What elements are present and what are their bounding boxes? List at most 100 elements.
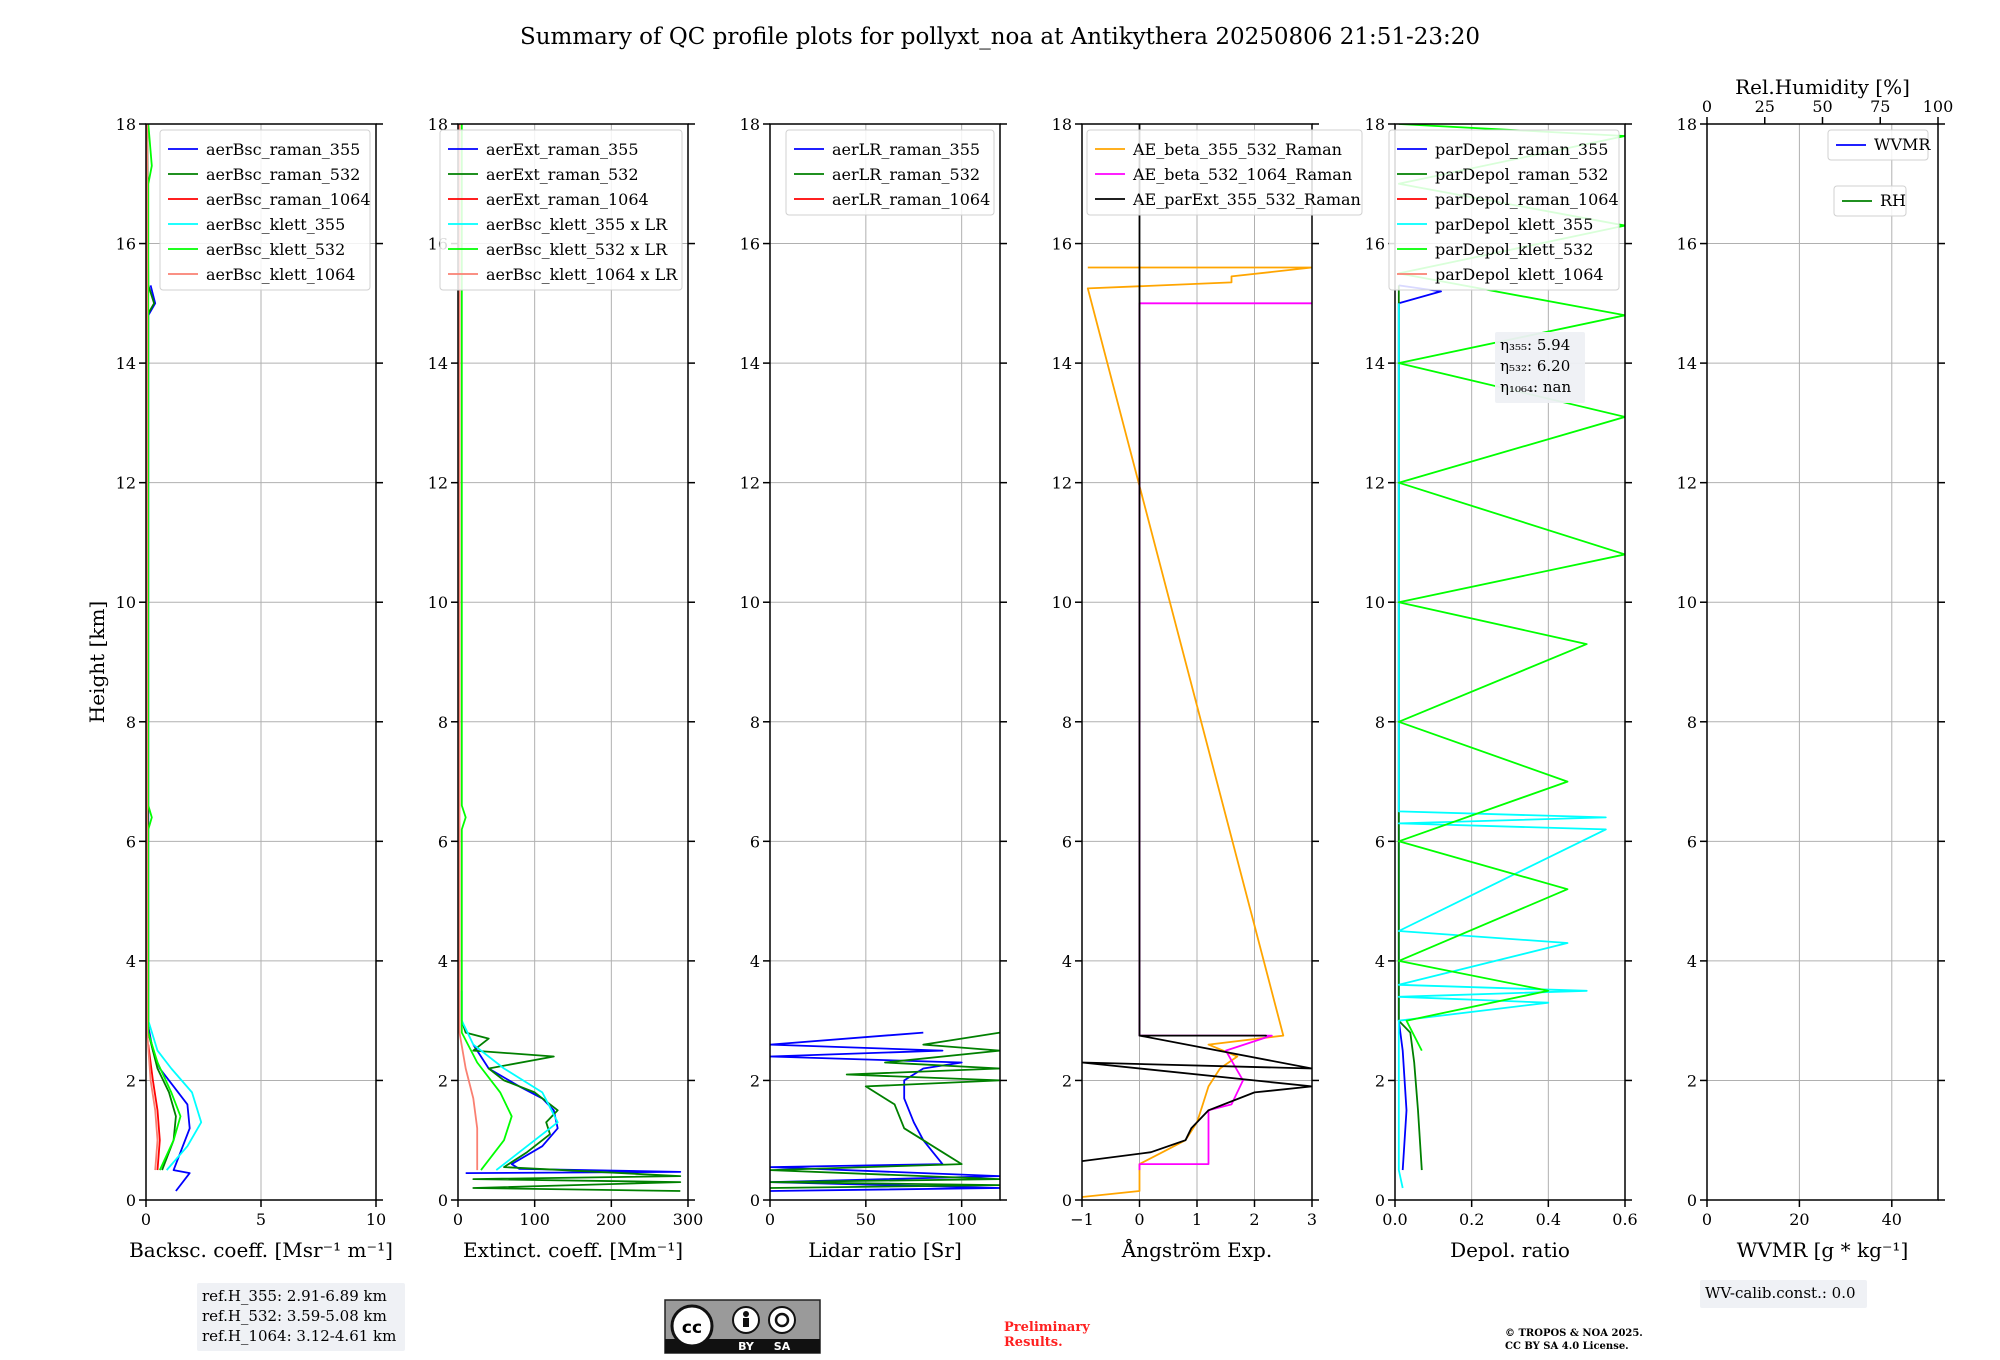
legend-entry: RH [1880,191,1906,210]
annotation-text: ref.H_355: 2.91-6.89 km [202,1287,387,1305]
annotation-box [197,1283,405,1351]
y-tick-label: 12 [428,474,448,493]
x-tick-label: −1 [1070,1210,1094,1229]
legend-entry: aerExt_raman_532 [486,165,639,184]
series-line-parDepol_raman_355 [1397,284,1442,1171]
x-axis-label: Extinct. coeff. [Mm⁻¹] [463,1238,683,1262]
y-tick-label: 12 [1677,474,1697,493]
cc-license-badge: cc BY SA [664,1299,821,1354]
y-tick-label: 10 [116,593,136,612]
x-tick-label: 2 [1249,1210,1259,1229]
y-tick-label: 6 [126,832,136,851]
copyright-line2: CC BY SA 4.0 License. [1505,1341,1629,1352]
top-x-tick-label: 100 [1923,97,1954,116]
y-tick-label: 8 [1687,713,1697,732]
x-tick-label: 0 [1134,1210,1144,1229]
y-tick-label: 0 [1687,1191,1697,1210]
x-axis-label: WVMR [g * kg⁻¹] [1737,1238,1909,1262]
legend-entry: aerLR_raman_532 [832,165,980,184]
y-tick-label: 2 [1375,1071,1385,1090]
legend-entry: aerExt_raman_355 [486,140,639,159]
annotation-text: ref.H_532: 3.59-5.08 km [202,1307,387,1325]
y-tick-label: 18 [428,115,448,134]
legend-entry: aerBsc_klett_355 [206,215,345,234]
cc-sa-label: SA [774,1340,791,1353]
y-tick-label: 18 [1677,115,1697,134]
legend-entry: aerExt_raman_1064 [486,190,649,209]
y-tick-label: 8 [1062,713,1072,732]
y-tick-label: 12 [1365,474,1385,493]
annotation-text: η₁₀₆₄: nan [1500,378,1571,396]
y-tick-label: 4 [750,952,760,971]
x-tick-label: 100 [519,1210,550,1229]
y-tick-label: 4 [1375,952,1385,971]
x-tick-label: 1 [1192,1210,1202,1229]
y-axis-label: Height [km] [85,601,109,723]
annotation-box [1495,332,1585,403]
series-line-aerBsc_klett_1064 [146,124,159,1171]
y-tick-label: 16 [740,235,760,254]
panel-lr: 0 2 4 6 8 10 12 14 16 18 0 50 100 Lidar ratio [Sr] aer… [740,115,1007,1262]
y-tick-label: 18 [1365,115,1385,134]
legend-box [439,129,683,291]
x-tick-label: 10 [366,1210,386,1229]
legend-entry: aerBsc_raman_1064 [206,190,371,209]
legend-box [1388,129,1620,291]
y-tick-label: 8 [1375,713,1385,732]
y-tick-label: 18 [740,115,760,134]
x-tick-label: 0.0 [1382,1210,1407,1229]
x-tick-label: 3 [1307,1210,1317,1229]
series-line-aerLR_raman_355 [770,1031,1000,1192]
y-tick-label: 14 [1052,354,1072,373]
y-tick-label: 14 [116,354,136,373]
top-x-tick-label: 50 [1812,97,1832,116]
legend-entry: aerLR_raman_355 [832,140,980,159]
legend-entry: aerBsc_klett_1064 x LR [486,265,678,284]
legend-entry: AE_parExt_355_532_Raman [1132,190,1361,209]
y-tick-label: 6 [1375,832,1385,851]
x-tick-label: 100 [946,1210,977,1229]
series-line-aerBsc_klett_355 x LR [460,990,559,1171]
legend-entry: parDepol_raman_532 [1435,165,1608,184]
annotation-text: η₅₃₂: 6.20 [1500,357,1570,375]
x-axis-label: Lidar ratio [Sr] [808,1238,962,1262]
legend-box [1827,129,1929,161]
y-tick-label: 12 [116,474,136,493]
y-tick-label: 2 [438,1071,448,1090]
axes-frame [457,123,689,1201]
annotation-box [1700,1280,1867,1308]
legend-entry: parDepol_raman_1064 [1435,190,1619,209]
y-tick-label: 4 [438,952,448,971]
y-tick-label: 14 [1365,354,1385,373]
y-tick-label: 10 [740,593,760,612]
y-tick-label: 0 [1375,1191,1385,1210]
y-tick-label: 12 [740,474,760,493]
y-tick-label: 14 [428,354,448,373]
legend-entry: aerBsc_klett_355 x LR [486,215,668,234]
top-x-tick-label: 0 [1702,97,1712,116]
series-line-aerBsc_klett_355 [147,990,203,1171]
legend-box [785,129,995,216]
y-tick-label: 12 [1052,474,1072,493]
y-tick-label: 16 [1365,235,1385,254]
x-tick-label: 0 [765,1210,775,1229]
legend-entry: AE_beta_532_1064_Raman [1132,165,1352,184]
y-tick-label: 10 [428,593,448,612]
series-line-aerBsc_klett_532 [147,124,182,1171]
y-tick-label: 10 [1052,593,1072,612]
top-x-axis-label: Rel.Humidity [%] [1735,75,1910,99]
y-tick-label: 16 [1677,235,1697,254]
panel-wv: 0 2 4 6 8 10 12 14 16 18 0 20 40 WVMR [g * kg⁻¹] 0 25 50… [1677,75,1954,1308]
legend-entry: aerBsc_raman_355 [206,140,360,159]
y-tick-label: 16 [116,235,136,254]
y-tick-label: 4 [1062,952,1072,971]
legend-box [1086,129,1363,216]
y-tick-label: 8 [750,713,760,732]
panel-depol: 0 2 4 6 8 10 12 14 16 18 0.0 0.2 0.4 0.6 Depol. ratio p… [1365,115,1638,1262]
y-tick-label: 0 [1062,1191,1072,1210]
series-line-parDepol_klett_355 [1397,303,1607,1189]
x-tick-label: 200 [596,1210,627,1229]
y-tick-label: 18 [1052,115,1072,134]
